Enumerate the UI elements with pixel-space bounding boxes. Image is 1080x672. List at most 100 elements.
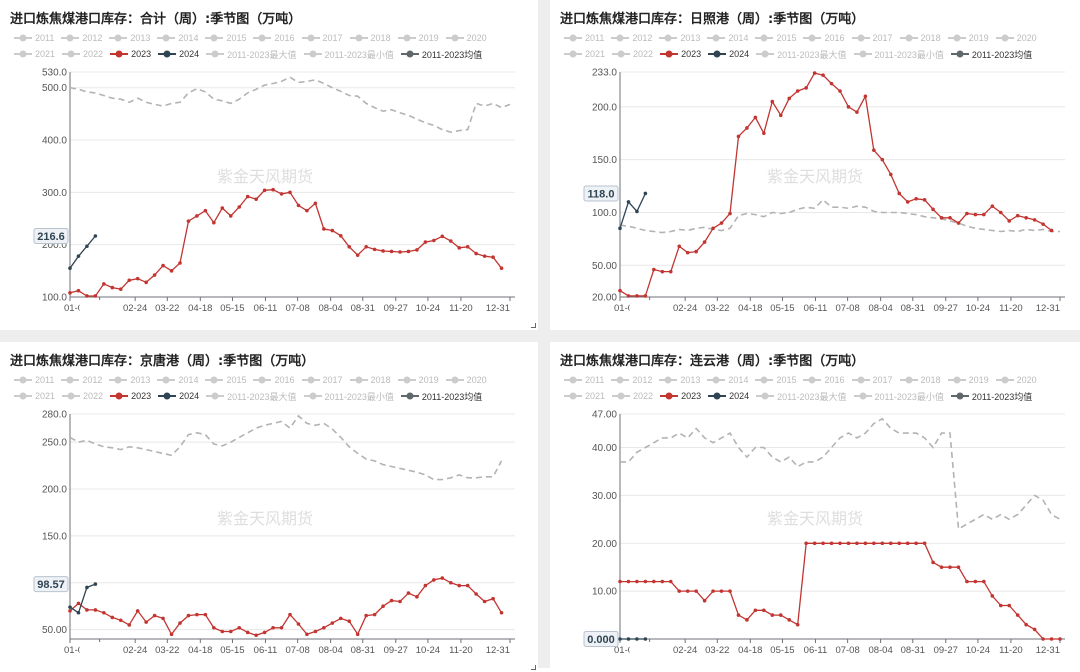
point-2023 — [1024, 215, 1028, 220]
point-2023 — [990, 594, 995, 598]
legend-item-2017[interactable]: 2017 — [851, 375, 893, 385]
legend-item-2019[interactable]: 2019 — [947, 375, 989, 385]
legend-item-2022[interactable]: 2022 — [62, 49, 103, 59]
legend-item-2013[interactable]: 2013 — [109, 33, 150, 43]
legend-item-2020[interactable]: 2020 — [995, 375, 1037, 385]
legend-item-2024[interactable]: 2024 — [158, 49, 199, 59]
legend-item-2011-2023均值[interactable]: 2011-2023均值 — [950, 48, 1032, 61]
y-tick-label: 47.00 — [592, 410, 617, 421]
legend-item-2024[interactable]: 2024 — [158, 391, 199, 401]
x-tick-label: 05-15 — [770, 645, 794, 656]
legend-swatch-dot — [114, 376, 122, 384]
legend-swatch-dot — [760, 34, 768, 42]
legend-swatch-icon — [659, 376, 678, 384]
legend-label: 2022 — [633, 391, 654, 401]
legend-item-2012[interactable]: 2012 — [61, 33, 102, 43]
point-2023 — [787, 618, 792, 622]
legend-item-2012[interactable]: 2012 — [611, 33, 652, 43]
legend-item-2011-2023最大值[interactable]: 2011-2023最大值 — [756, 390, 847, 403]
legend-item-2014[interactable]: 2014 — [707, 33, 748, 43]
legend-item-2011-2023最小值[interactable]: 2011-2023最小值 — [303, 48, 394, 61]
legend-item-2022[interactable]: 2022 — [612, 391, 653, 401]
legend-item-2021[interactable]: 2021 — [564, 391, 605, 401]
legend-item-2011[interactable]: 2011 — [14, 375, 54, 385]
resize-handle-icon[interactable] — [531, 323, 536, 328]
legend-item-2022[interactable]: 2022 — [612, 49, 653, 59]
legend-item-2012[interactable]: 2012 — [611, 375, 652, 385]
legend-item-2023[interactable]: 2023 — [110, 391, 151, 401]
legend-swatch-icon — [947, 376, 966, 384]
point-2023 — [76, 601, 81, 606]
legend-item-2011-2023最小值[interactable]: 2011-2023最小值 — [303, 390, 394, 403]
point-2023 — [1058, 637, 1062, 641]
legend-item-2014[interactable]: 2014 — [157, 33, 198, 43]
legend-item-2011[interactable]: 2011 — [14, 33, 54, 43]
point-2023 — [118, 287, 123, 291]
legend-item-2018[interactable]: 2018 — [349, 375, 391, 385]
legend-item-2014[interactable]: 2014 — [157, 375, 198, 385]
legend-item-2016[interactable]: 2016 — [253, 375, 295, 385]
point-2023 — [719, 221, 724, 225]
legend-swatch-icon — [756, 392, 775, 400]
legend-item-2013[interactable]: 2013 — [109, 375, 150, 385]
legend-item-2021[interactable]: 2021 — [14, 49, 55, 59]
legend-item-2019[interactable]: 2019 — [397, 33, 439, 43]
legend-item-2018[interactable]: 2018 — [899, 33, 941, 43]
chart-panel-jingtang: 进口炼焦煤港口库存：京唐港（周）:季节图（万吨） 2011 2012 2013 2014… — [0, 342, 538, 672]
y-tick-label: 50.00 — [592, 261, 617, 272]
legend-item-2019[interactable]: 2019 — [397, 375, 439, 385]
legend-item-2012[interactable]: 2012 — [61, 375, 102, 385]
chart-panel-lianyungang: 进口炼焦煤港口库存：连云港（周）:季节图（万吨） 2011 2012 2013 2014… — [550, 342, 1080, 672]
legend-item-2015[interactable]: 2015 — [205, 375, 246, 385]
point-2024 — [93, 582, 98, 586]
y-tick-label: 40.00 — [592, 443, 617, 454]
legend-label: 2018 — [370, 33, 391, 43]
legend-item-2022[interactable]: 2022 — [62, 391, 103, 401]
legend-item-2015[interactable]: 2015 — [205, 33, 246, 43]
legend-item-2016[interactable]: 2016 — [803, 33, 845, 43]
x-tick-label: 01-01 — [64, 645, 88, 656]
legend-item-2023[interactable]: 2023 — [110, 49, 151, 59]
legend-item-2011-2023最小值[interactable]: 2011-2023最小值 — [853, 48, 944, 61]
legend-item-2011-2023均值[interactable]: 2011-2023均值 — [400, 48, 482, 61]
legend-swatch-dot — [451, 34, 459, 42]
legend-item-2011[interactable]: 2011 — [564, 33, 604, 43]
legend-item-2011-2023最大值[interactable]: 2011-2023最大值 — [756, 48, 847, 61]
legend-item-2020[interactable]: 2020 — [445, 375, 487, 385]
legend-item-2011-2023最小值[interactable]: 2011-2023最小值 — [853, 390, 944, 403]
legend-item-2013[interactable]: 2013 — [659, 33, 700, 43]
legend-item-2017[interactable]: 2017 — [301, 33, 343, 43]
y-pointer-label-text: 216.6 — [37, 231, 65, 243]
legend-item-2017[interactable]: 2017 — [301, 375, 343, 385]
legend-item-2011[interactable]: 2011 — [564, 375, 604, 385]
x-tick-label: 08-31 — [901, 303, 925, 314]
legend-item-2015[interactable]: 2015 — [755, 375, 796, 385]
legend-swatch-dot — [355, 34, 363, 42]
legend-item-2017[interactable]: 2017 — [851, 33, 893, 43]
legend-item-2016[interactable]: 2016 — [803, 375, 845, 385]
legend-item-2020[interactable]: 2020 — [445, 33, 487, 43]
legend-item-2015[interactable]: 2015 — [755, 33, 796, 43]
legend: 2011 2012 2013 2014 2015 2016 2017 2018 2019 2020… — [14, 30, 524, 62]
legend-item-2023[interactable]: 2023 — [660, 49, 701, 59]
legend-item-2024[interactable]: 2024 — [708, 391, 749, 401]
legend-item-2023[interactable]: 2023 — [660, 391, 701, 401]
legend-item-2024[interactable]: 2024 — [708, 49, 749, 59]
legend-item-2019[interactable]: 2019 — [947, 33, 989, 43]
legend-item-2011-2023均值[interactable]: 2011-2023均值 — [950, 390, 1032, 403]
legend-item-2011-2023最大值[interactable]: 2011-2023最大值 — [206, 390, 297, 403]
legend-item-2021[interactable]: 2021 — [564, 49, 605, 59]
legend-item-2011-2023均值[interactable]: 2011-2023均值 — [400, 390, 482, 403]
chart-panel-total: 进口炼焦煤港口库存：合计（周）:季节图（万吨） 2011 2012 2013 2014 2… — [0, 0, 538, 330]
legend-item-2016[interactable]: 2016 — [253, 33, 295, 43]
point-2023 — [677, 589, 682, 593]
legend-item-2014[interactable]: 2014 — [707, 375, 748, 385]
legend-item-2011-2023最大值[interactable]: 2011-2023最大值 — [206, 48, 297, 61]
legend-item-2013[interactable]: 2013 — [659, 375, 700, 385]
legend-item-2018[interactable]: 2018 — [349, 33, 391, 43]
legend-item-2018[interactable]: 2018 — [899, 375, 941, 385]
legend-item-2020[interactable]: 2020 — [995, 33, 1037, 43]
x-tick-label: 07-08 — [285, 303, 309, 314]
legend-item-2021[interactable]: 2021 — [14, 391, 55, 401]
point-2023 — [195, 214, 199, 218]
